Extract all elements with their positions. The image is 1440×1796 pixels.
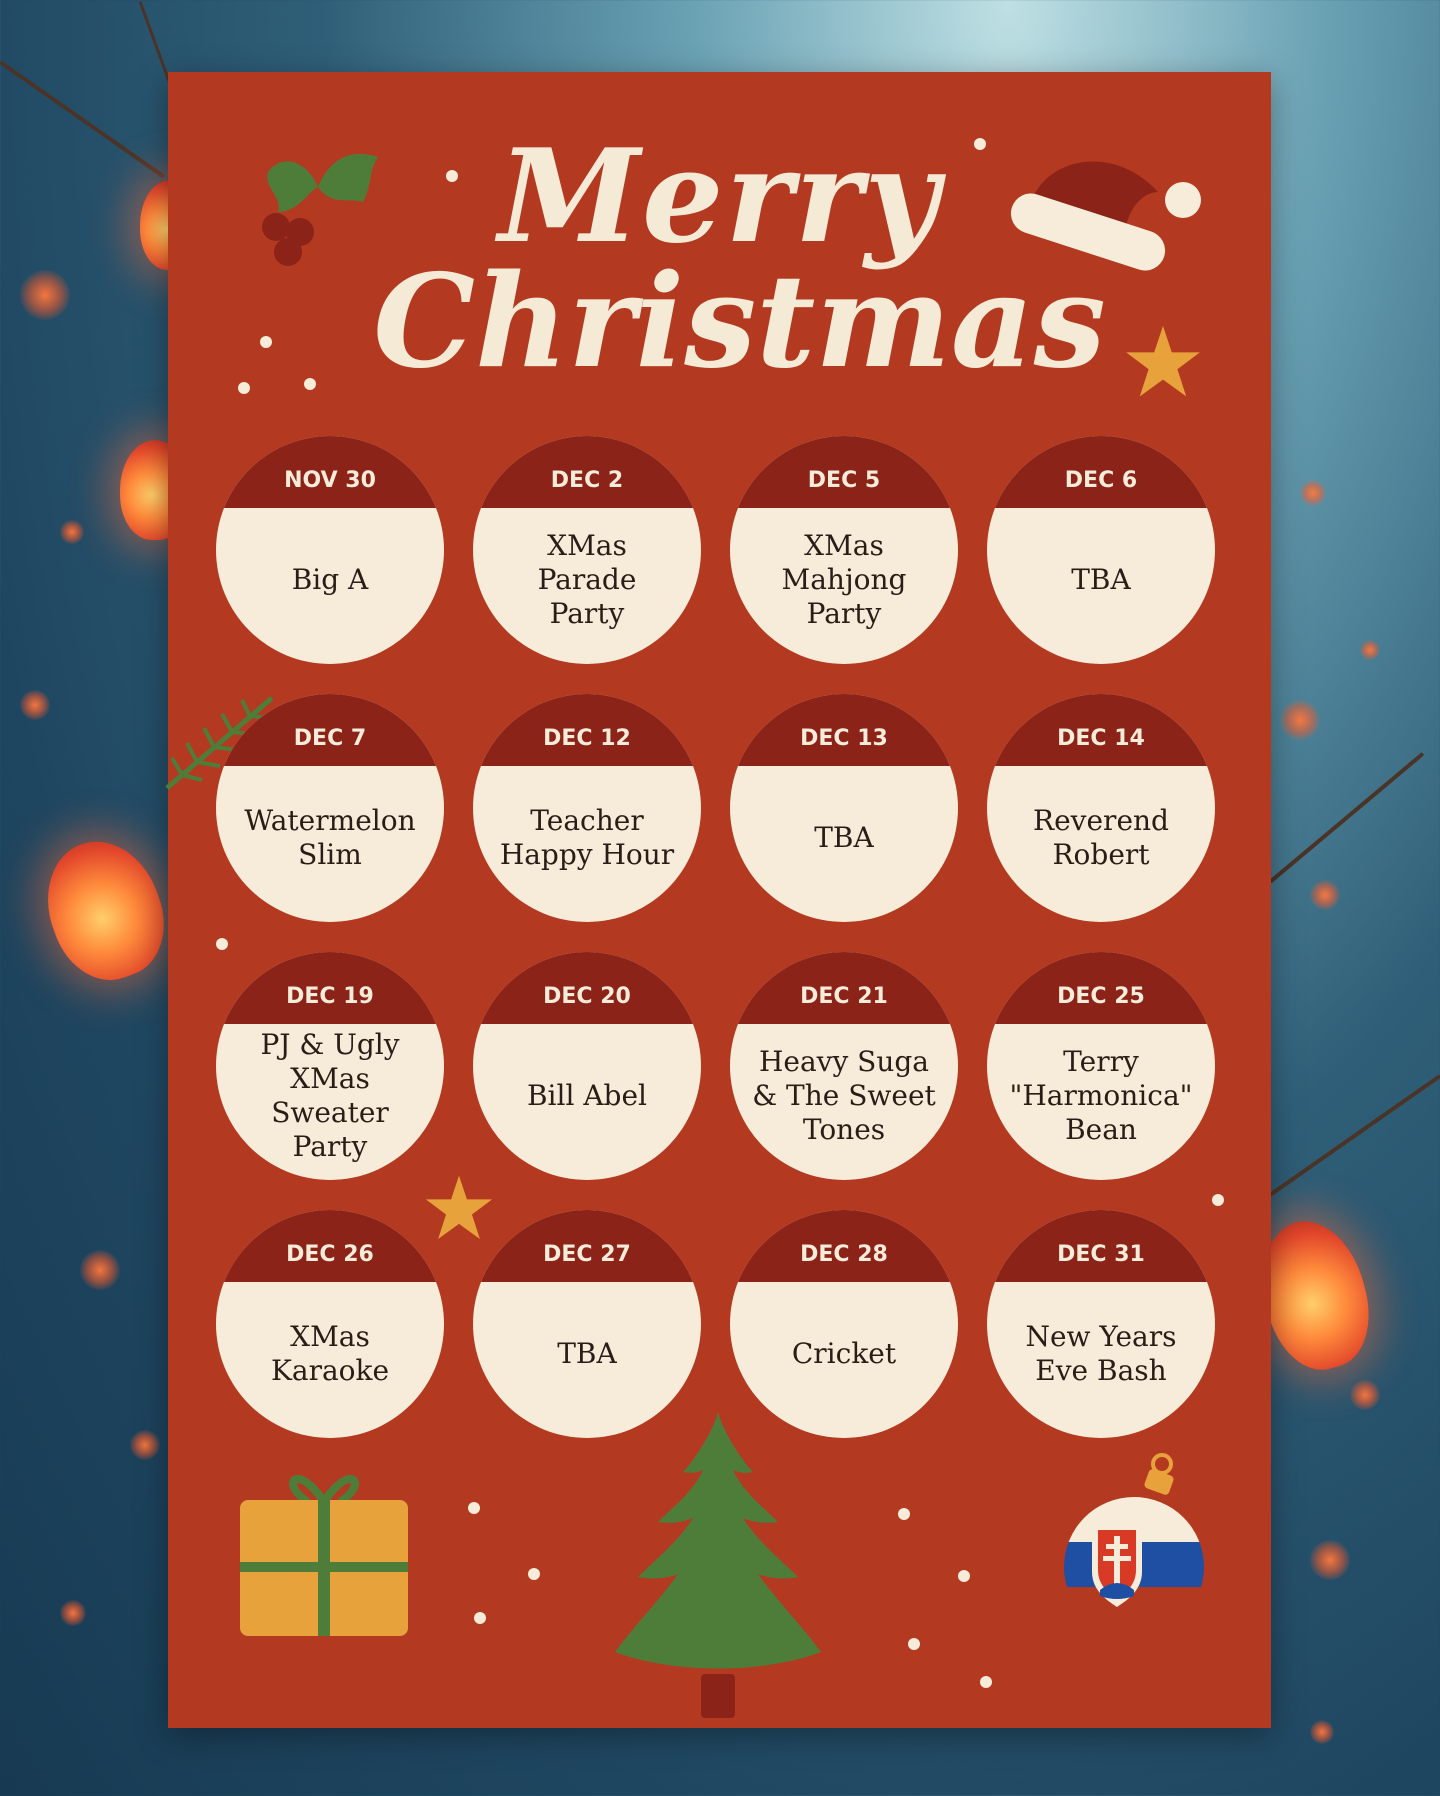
event-name: TBA <box>557 1337 617 1370</box>
event-name: PJ & Ugly XMas Sweater Party <box>260 1028 400 1163</box>
event-name: Heavy Suga & The Sweet Tones <box>752 1045 936 1146</box>
event-date: DEC 26 <box>286 1242 374 1267</box>
event-date: DEC 19 <box>286 984 374 1009</box>
event-date-band: DEC 31 <box>987 1210 1215 1286</box>
event-circle: NOV 30 Big A <box>216 436 444 664</box>
event-circle: DEC 19 PJ & Ugly XMas Sweater Party <box>216 952 444 1180</box>
event-date: DEC 31 <box>1057 1242 1145 1267</box>
snow-dot <box>528 1568 540 1580</box>
event-date: DEC 14 <box>1057 726 1145 751</box>
snow-dot <box>446 170 458 182</box>
event-circle: DEC 21 Heavy Suga & The Sweet Tones <box>730 952 958 1180</box>
event-date-band: DEC 2 <box>473 436 701 512</box>
event-circle: DEC 26 XMas Karaoke <box>216 1210 444 1438</box>
event-circle: DEC 2 XMas Parade Party <box>473 436 701 664</box>
event-date: DEC 27 <box>543 1242 631 1267</box>
event-circle: DEC 13 TBA <box>730 694 958 922</box>
snow-dot <box>216 938 228 950</box>
event-name: Terry "Harmonica" Bean <box>1009 1045 1193 1146</box>
event-name: New Years Eve Bash <box>1025 1320 1177 1387</box>
snow-dot <box>974 138 986 150</box>
event-circle: DEC 27 TBA <box>473 1210 701 1438</box>
star-icon <box>425 1175 493 1239</box>
snow-dot <box>1212 1194 1224 1206</box>
event-circle: DEC 12 Teacher Happy Hour <box>473 694 701 922</box>
event-circle: DEC 6 TBA <box>987 436 1215 664</box>
event-date-band: DEC 28 <box>730 1210 958 1286</box>
star-icon <box>1126 326 1200 397</box>
event-date: DEC 20 <box>543 984 631 1009</box>
event-date-band: DEC 7 <box>216 694 444 770</box>
event-date: DEC 12 <box>543 726 631 751</box>
event-date-band: DEC 5 <box>730 436 958 512</box>
event-calendar: NOV 30 Big A DEC 2 XMas Parade Party DEC 5 XM… <box>214 434 1224 1444</box>
event-name: XMas Karaoke <box>270 1320 390 1387</box>
event-date: DEC 7 <box>293 726 367 751</box>
event-name: TBA <box>814 821 874 854</box>
event-circle: DEC 5 XMas Mahjong Party <box>730 436 958 664</box>
event-date-band: DEC 25 <box>987 952 1215 1028</box>
snow-dot <box>260 336 272 348</box>
event-date-band: NOV 30 <box>216 436 444 512</box>
event-circle: DEC 25 Terry "Harmonica" Bean <box>987 952 1215 1180</box>
poster: Merry Christmas NOV 30 Big A DEC 2 XMas Par… <box>165 72 1271 1728</box>
snow-dot <box>980 1676 992 1688</box>
event-circle: DEC 7 Watermelon Slim <box>216 694 444 922</box>
event-circle: DEC 28 Cricket <box>730 1210 958 1438</box>
event-date-band: DEC 26 <box>216 1210 444 1286</box>
event-name: Reverend Robert <box>1033 804 1169 871</box>
event-name: Teacher Happy Hour <box>499 804 675 871</box>
event-date-band: DEC 14 <box>987 694 1215 770</box>
event-name: Bill Abel <box>526 1079 647 1112</box>
event-date: DEC 28 <box>800 1242 888 1267</box>
event-name: XMas Mahjong Party <box>781 529 907 630</box>
snow-dot <box>238 382 250 394</box>
event-date-band: DEC 27 <box>473 1210 701 1286</box>
event-name: XMas Parade Party <box>537 529 637 630</box>
snow-dot <box>474 1612 486 1624</box>
event-date: DEC 5 <box>807 468 881 493</box>
snow-dot <box>908 1638 920 1650</box>
holly-icon <box>262 153 378 266</box>
slovak-flag-ornament-icon <box>1064 1453 1204 1637</box>
event-date-band: DEC 6 <box>987 436 1215 512</box>
event-name: Big A <box>291 563 369 596</box>
event-date-band: DEC 20 <box>473 952 701 1028</box>
event-date: DEC 2 <box>550 468 624 493</box>
event-date-band: DEC 21 <box>730 952 958 1028</box>
title-line-1: Merry <box>498 122 941 272</box>
event-name: Watermelon Slim <box>244 804 416 871</box>
snow-dot <box>304 378 316 390</box>
event-date: DEC 21 <box>800 984 888 1009</box>
event-circle: DEC 14 Reverend Robert <box>987 694 1215 922</box>
snow-dot <box>958 1570 970 1582</box>
title-line-2: Christmas <box>373 247 1106 397</box>
event-date-band: DEC 12 <box>473 694 701 770</box>
event-date: DEC 6 <box>1064 468 1138 493</box>
event-circle: DEC 31 New Years Eve Bash <box>987 1210 1215 1438</box>
event-date: NOV 30 <box>284 468 376 493</box>
event-date: DEC 13 <box>800 726 888 751</box>
event-date: DEC 25 <box>1057 984 1145 1009</box>
snow-dot <box>898 1508 910 1520</box>
gift-icon <box>240 1475 408 1636</box>
event-circle: DEC 20 Bill Abel <box>473 952 701 1180</box>
christmas-tree-icon <box>615 1412 821 1718</box>
santa-hat-icon <box>1010 161 1201 271</box>
event-date-band: DEC 13 <box>730 694 958 770</box>
snow-dot <box>468 1502 480 1514</box>
event-name: TBA <box>1071 563 1131 596</box>
event-date-band: DEC 19 <box>216 952 444 1028</box>
event-name: Cricket <box>791 1337 897 1370</box>
